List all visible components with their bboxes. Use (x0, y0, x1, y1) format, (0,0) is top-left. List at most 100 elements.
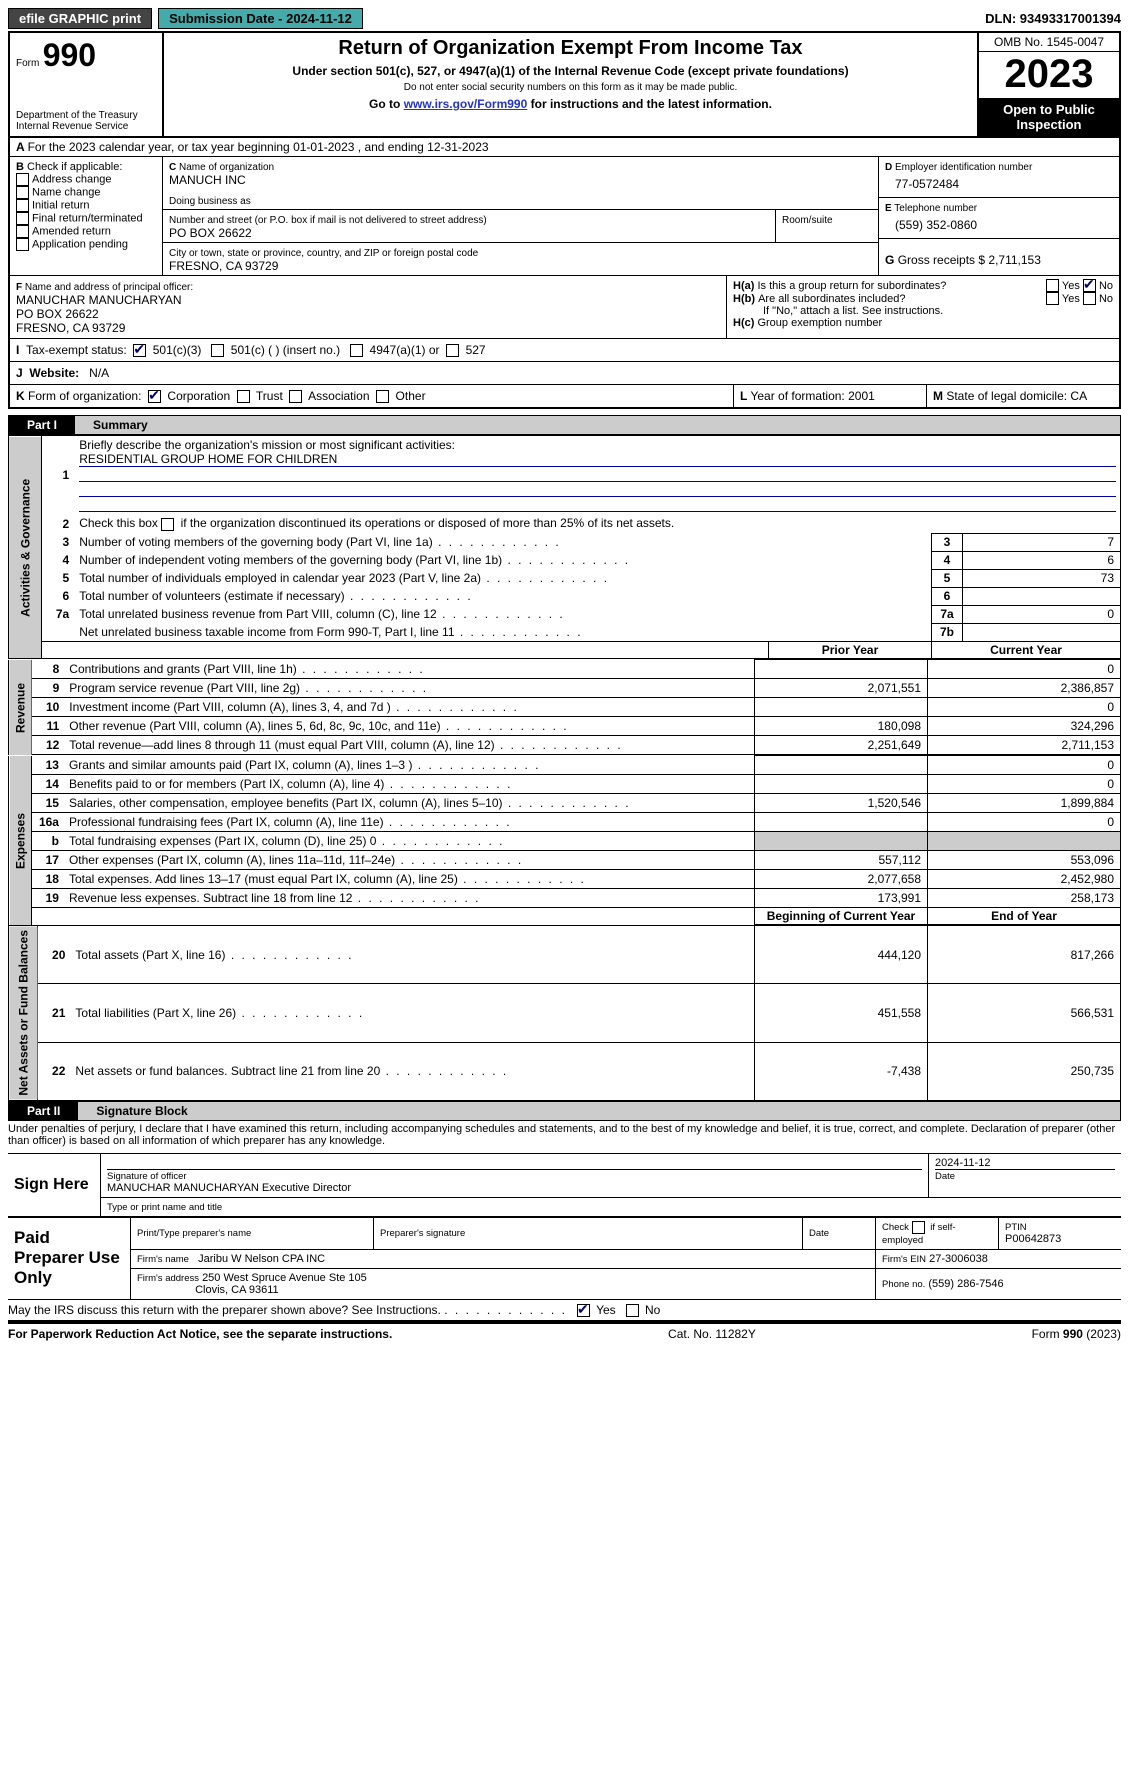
summary-table: Activities & Governance 1 Briefly descri… (8, 435, 1121, 659)
form-title: Return of Organization Exempt From Incom… (170, 37, 971, 60)
sign-here-block: Sign Here Signature of officer MANUCHAR … (8, 1154, 1121, 1217)
part1-title: Summary (75, 416, 1120, 434)
assoc-checkbox[interactable] (289, 390, 302, 403)
org-name-label: Name of organization (179, 162, 274, 173)
ssn-note: Do not enter social security numbers on … (170, 82, 971, 93)
topbar: efile GRAPHIC print Submission Date - 20… (8, 8, 1121, 29)
trust-checkbox[interactable] (237, 390, 250, 403)
prior-year-hdr: Prior Year (769, 642, 932, 659)
entity-block: B Check if applicable: Address change Na… (8, 157, 1121, 276)
city-state-zip: FRESNO, CA 93729 (169, 259, 278, 273)
ein-value: 77-0572484 (885, 173, 1113, 195)
dept-label: Department of the Treasury (16, 110, 156, 121)
line-a: A For the 2023 calendar year, or tax yea… (8, 138, 1121, 157)
room-label: Room/suite (782, 215, 833, 226)
footer-mid: Cat. No. 11282Y (668, 1327, 756, 1341)
paid-preparer-label: Paid Preparer Use Only (8, 1217, 131, 1299)
street-address: PO BOX 26622 (169, 226, 252, 240)
form-header: Form 990 Department of the Treasury Inte… (8, 31, 1121, 138)
v7a: 0 (963, 605, 1121, 623)
4947-checkbox[interactable] (350, 344, 363, 357)
firm-addr1: 250 West Spruce Avenue Ste 105 (202, 1272, 367, 1284)
part2-num: Part II (9, 1102, 78, 1120)
discuss-question: May the IRS discuss this return with the… (8, 1303, 441, 1317)
officer-addr2: FRESNO, CA 93729 (16, 321, 125, 335)
v4: 6 (963, 551, 1121, 569)
ein-label: Employer identification number (895, 162, 1032, 173)
501c3-checkbox[interactable] (133, 344, 146, 357)
page-footer: For Paperwork Reduction Act Notice, see … (8, 1322, 1121, 1341)
v5: 73 (963, 569, 1121, 587)
amended-checkbox[interactable] (16, 225, 29, 238)
form-number: 990 (43, 37, 96, 73)
tax-year: 2023 (979, 52, 1119, 98)
street-label: Number and street (or P.O. box if mail i… (169, 215, 487, 226)
form-prefix: Form (16, 58, 39, 69)
discuss-yes-checkbox[interactable] (577, 1304, 590, 1317)
gross-receipts-label: Gross receipts $ (898, 253, 985, 267)
527-checkbox[interactable] (446, 344, 459, 357)
hb-no-checkbox[interactable] (1083, 292, 1096, 305)
irs-link[interactable]: www.irs.gov/Form990 (404, 97, 528, 111)
other-checkbox[interactable] (376, 390, 389, 403)
l2-checkbox[interactable] (161, 518, 174, 531)
self-employed-checkbox[interactable] (912, 1221, 925, 1234)
final-return-checkbox[interactable] (16, 212, 29, 225)
omb-number: OMB No. 1545-0047 (979, 33, 1119, 52)
org-name: MANUCH INC (169, 173, 246, 187)
paid-preparer-block: Paid Preparer Use Only Print/Type prepar… (8, 1217, 1121, 1300)
city-label: City or town, state or province, country… (169, 248, 478, 259)
v7b (963, 623, 1121, 642)
hb-label: Are all subordinates included? (758, 293, 1046, 305)
ptin-value: P00642873 (1005, 1233, 1061, 1245)
sign-date: 2024-11-12 (935, 1157, 1115, 1170)
dba-label: Doing business as (169, 196, 251, 207)
ha-yes-checkbox[interactable] (1046, 279, 1059, 292)
revenue-table: Revenue8Contributions and grants (Part V… (8, 659, 1121, 755)
goto-prefix: Go to (369, 97, 404, 111)
firm-addr2: Clovis, CA 93611 (195, 1284, 279, 1296)
efile-print-button[interactable]: efile GRAPHIC print (8, 8, 152, 29)
side-label: Net Assets or Fund Balances (9, 926, 38, 1101)
form-org-label: Form of organization: (28, 389, 141, 403)
addr-change-checkbox[interactable] (16, 173, 29, 186)
current-year-hdr: Current Year (932, 642, 1121, 659)
form-subtitle: Under section 501(c), 527, or 4947(a)(1)… (170, 64, 971, 78)
state-domicile-value: CA (1070, 389, 1087, 403)
app-pending-checkbox[interactable] (16, 238, 29, 251)
l2-text: Check this box if the organization disco… (79, 516, 674, 530)
v6 (963, 587, 1121, 605)
initial-return-checkbox[interactable] (16, 199, 29, 212)
ha-no-checkbox[interactable] (1083, 279, 1096, 292)
submission-date-button[interactable]: Submission Date - 2024-11-12 (158, 8, 363, 29)
corp-checkbox[interactable] (148, 390, 161, 403)
officer-signature: MANUCHAR MANUCHARYAN Executive Director (107, 1182, 351, 1194)
firm-phone: (559) 286-7546 (928, 1278, 1003, 1290)
phone-label: Telephone number (894, 203, 977, 214)
sign-here-label: Sign Here (8, 1154, 101, 1217)
firm-ein: 27-3006038 (929, 1253, 988, 1265)
hb-note: If "No," attach a list. See instructions… (733, 305, 1113, 317)
name-change-checkbox[interactable] (16, 186, 29, 199)
side-label: Revenue (9, 660, 32, 755)
part1-num: Part I (9, 416, 75, 434)
year-formation-label: Year of formation: (750, 389, 844, 403)
dln-label: DLN: 93493317001394 (985, 11, 1121, 26)
perjury-text: Under penalties of perjury, I declare th… (8, 1121, 1121, 1154)
phone-value: (559) 352-0860 (885, 214, 1113, 236)
501c-checkbox[interactable] (211, 344, 224, 357)
hc-label: Group exemption number (757, 317, 882, 329)
year-formation-value: 2001 (848, 389, 875, 403)
tax-exempt-label: Tax-exempt status: (26, 343, 127, 357)
discuss-no-checkbox[interactable] (626, 1304, 639, 1317)
open-inspection: Open to Public Inspection (979, 98, 1119, 136)
officer-addr1: PO BOX 26622 (16, 307, 99, 321)
website-value: N/A (89, 366, 109, 380)
side-label: Expenses (9, 756, 32, 925)
hb-yes-checkbox[interactable] (1046, 292, 1059, 305)
side-governance: Activities & Governance (9, 436, 42, 659)
part2-title: Signature Block (78, 1102, 1120, 1120)
officer-name: MANUCHAR MANUCHARYAN (16, 293, 182, 307)
website-label: Website: (29, 366, 79, 380)
state-domicile-label: State of legal domicile: (946, 389, 1067, 403)
